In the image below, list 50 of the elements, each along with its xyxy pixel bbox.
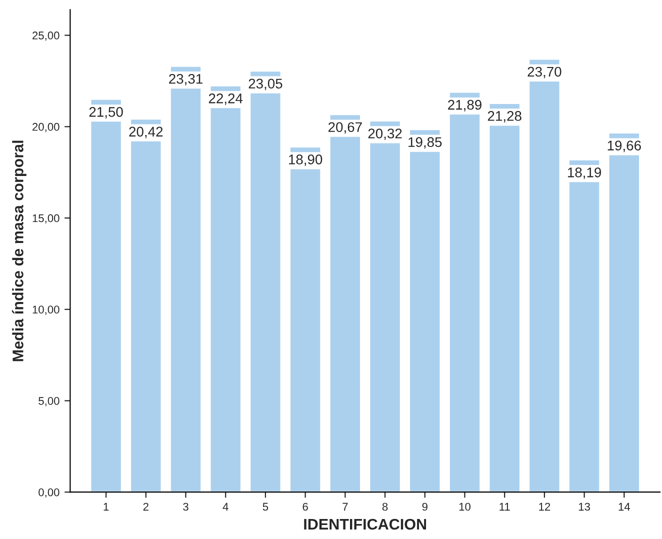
y-tick-label: 10,00 (32, 306, 60, 315)
bar (209, 85, 242, 492)
x-tick-label: 5 (262, 502, 268, 511)
x-tick-label: 3 (183, 502, 188, 511)
bar (289, 146, 322, 492)
bar (408, 128, 442, 492)
data-label: 21,50 (89, 107, 123, 118)
data-label: 20,42 (129, 126, 163, 138)
bar (568, 159, 601, 492)
y-tick-label: 15,00 (32, 214, 60, 224)
data-label: 20,32 (368, 128, 402, 140)
data-label: 19,85 (408, 137, 442, 149)
bar (368, 120, 402, 492)
bar (90, 98, 122, 492)
y-tick-label: 20,00 (32, 122, 60, 132)
x-tick-label: 2 (143, 502, 148, 511)
data-label: 22,24 (208, 94, 243, 105)
x-tick-label: 4 (222, 502, 228, 511)
data-label: 23,31 (169, 74, 202, 86)
bar (488, 102, 521, 492)
x-tick-label: 13 (578, 502, 590, 511)
data-label: 18,90 (288, 154, 322, 166)
data-label: 21,89 (448, 100, 482, 112)
bar (328, 114, 362, 492)
x-tick-label: 7 (342, 502, 348, 511)
bar (608, 132, 640, 492)
x-tick-label: 8 (382, 502, 388, 511)
y-tick-label: 25,00 (32, 32, 60, 41)
bar (249, 70, 282, 492)
y-tick-label: 5,00 (38, 397, 60, 406)
data-label: 18,19 (568, 168, 602, 179)
bar (130, 118, 162, 492)
data-label: 23,05 (248, 78, 282, 90)
x-tick-label: 14 (618, 502, 630, 511)
x-tick-label: 10 (459, 502, 470, 511)
bar (170, 65, 202, 492)
data-label: 23,70 (528, 66, 562, 78)
data-label: 20,67 (328, 122, 362, 134)
bar (448, 91, 481, 492)
data-label: 19,66 (608, 140, 641, 152)
x-tick-label: 11 (500, 502, 510, 511)
y-axis-title: Media índice de masa corporal (12, 140, 26, 362)
x-tick-label: 12 (539, 502, 550, 511)
bar (528, 58, 561, 492)
x-tick-label: 9 (422, 502, 428, 511)
y-tick-label: 0,00 (38, 488, 60, 498)
x-tick-label: 1 (104, 502, 109, 511)
x-axis-title: IDENTIFICACION (304, 518, 426, 530)
data-label: 21,28 (488, 111, 522, 123)
x-tick-label: 6 (302, 502, 308, 511)
